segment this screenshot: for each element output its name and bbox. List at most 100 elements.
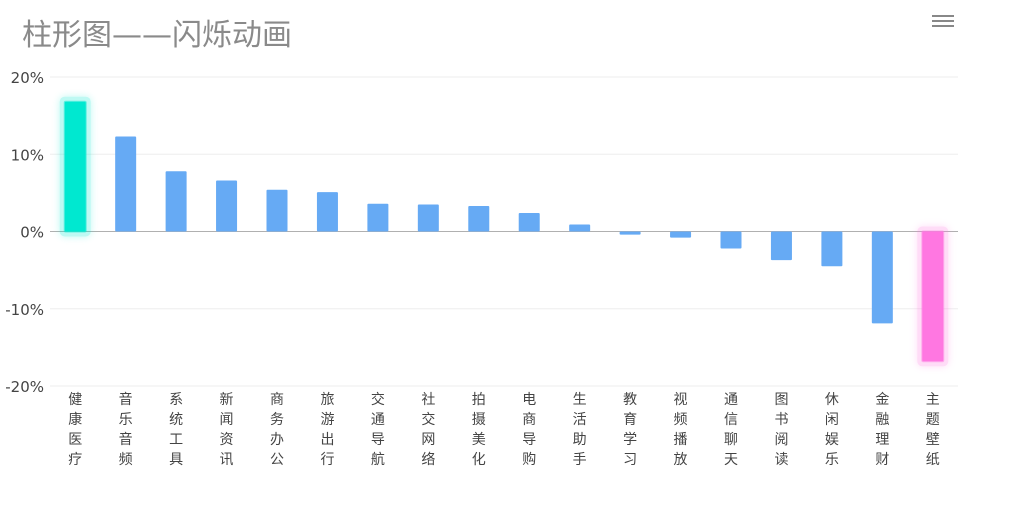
- x-tick-label-char: 务: [270, 412, 284, 428]
- x-tick-label-char: 络: [421, 452, 435, 468]
- menu-line: [932, 15, 954, 17]
- x-tick-label-char: 美: [472, 432, 486, 448]
- x-tick-label-char: 拍: [472, 392, 486, 408]
- x-tick-label-char: 统: [169, 412, 183, 428]
- x-tick-label-char: 交: [371, 391, 385, 408]
- x-tick-label-char: 讯: [220, 452, 234, 468]
- x-tick-label-char: 办: [270, 432, 284, 448]
- x-tick-label-char: 网: [421, 432, 435, 448]
- x-tick-label-char: 行: [320, 452, 334, 468]
- x-tick-label-char: 社: [421, 392, 435, 408]
- y-tick-label: 0%: [20, 224, 44, 242]
- x-tick-label-char: 游: [320, 412, 334, 428]
- y-tick-label: -10%: [5, 301, 44, 319]
- x-tick-label-char: 书: [774, 412, 788, 428]
- x-tick-label-char: 天: [724, 452, 738, 468]
- bar[interactable]: [619, 231, 641, 235]
- x-tick-label-char: 助: [573, 432, 587, 448]
- bar[interactable]: [316, 192, 338, 232]
- x-tick-label-char: 资: [220, 432, 234, 448]
- y-tick-label: 10%: [11, 146, 44, 164]
- bar[interactable]: [921, 230, 945, 363]
- x-tick-label-char: 系: [169, 392, 183, 408]
- bar[interactable]: [518, 212, 540, 232]
- x-tick-label-char: 主: [926, 392, 940, 408]
- x-tick-label-char: 教: [623, 392, 637, 408]
- x-tick-label-char: 具: [169, 452, 183, 468]
- x-tick-label-char: 商: [270, 392, 284, 408]
- x-tick-label-char: 导: [371, 432, 385, 448]
- x-tick-label-char: 习: [623, 452, 637, 468]
- x-tick-label-char: 生: [573, 392, 587, 408]
- x-tick-label-char: 购: [522, 452, 536, 468]
- x-tick-label-char: 乐: [119, 412, 133, 428]
- x-tick-label-char: 活: [573, 412, 587, 428]
- x-tick-label-char: 聊: [724, 432, 738, 448]
- x-tick-label-char: 医: [68, 432, 82, 448]
- x-tick-label-char: 放: [674, 452, 688, 468]
- bar[interactable]: [569, 224, 591, 232]
- x-tick-label-char: 通: [724, 392, 738, 408]
- x-tick-label-char: 视: [674, 392, 688, 408]
- x-tick-label-char: 航: [371, 452, 385, 468]
- x-tick-label-char: 新: [220, 392, 234, 408]
- bar[interactable]: [367, 203, 389, 232]
- x-tick-label-char: 休: [825, 392, 839, 408]
- x-tick-label-char: 频: [119, 452, 133, 468]
- chart-title: 柱形图——闪烁动画: [22, 18, 292, 53]
- y-tick-label: 20%: [11, 69, 44, 87]
- x-tick-label-char: 融: [875, 412, 889, 428]
- x-tick-label-char: 电: [522, 392, 536, 408]
- x-tick-label-char: 工: [169, 432, 183, 448]
- bar[interactable]: [417, 204, 439, 232]
- labels-layer: 20%10%0%-10%-20%健康医疗音乐音频系统工具新闻资讯商务办公旅游出行…: [5, 69, 940, 468]
- x-tick-label-char: 疗: [68, 452, 82, 468]
- x-tick-label-char: 闲: [825, 412, 839, 428]
- x-tick-label-char: 壁: [926, 432, 940, 448]
- x-tick-label-char: 频: [674, 412, 688, 428]
- x-tick-label-char: 出: [320, 432, 334, 448]
- bar[interactable]: [63, 100, 87, 233]
- menu-line: [932, 20, 954, 22]
- x-tick-label-char: 学: [623, 432, 637, 448]
- x-tick-label-char: 金: [875, 392, 889, 408]
- bar[interactable]: [266, 189, 288, 232]
- x-tick-label-char: 音: [119, 391, 133, 408]
- x-tick-label-char: 通: [371, 412, 385, 428]
- x-tick-label-char: 健: [68, 392, 82, 408]
- x-tick-label-char: 育: [623, 412, 637, 428]
- x-tick-label-char: 纸: [926, 452, 940, 468]
- bar[interactable]: [871, 231, 893, 324]
- x-tick-label-char: 题: [926, 412, 940, 428]
- bar[interactable]: [720, 231, 742, 249]
- x-tick-label-char: 旅: [320, 392, 334, 408]
- bar[interactable]: [468, 206, 490, 232]
- bar[interactable]: [115, 136, 137, 232]
- bars-layer: [59, 96, 949, 367]
- bar[interactable]: [670, 231, 692, 238]
- grid-layer: [50, 76, 958, 387]
- x-tick-label-char: 摄: [472, 412, 486, 428]
- x-tick-label-char: 播: [674, 432, 688, 448]
- x-tick-label-char: 化: [472, 452, 486, 468]
- x-tick-label-char: 图: [774, 392, 788, 408]
- x-tick-label-char: 交: [421, 411, 435, 428]
- bar[interactable]: [216, 180, 238, 232]
- x-tick-label-char: 商: [522, 412, 536, 428]
- bar[interactable]: [821, 231, 843, 267]
- hamburger-menu-icon[interactable]: [932, 12, 954, 30]
- bar[interactable]: [770, 231, 792, 261]
- x-tick-label-char: 读: [774, 451, 788, 468]
- x-tick-label-char: 公: [270, 452, 284, 468]
- x-tick-label-char: 音: [119, 431, 133, 448]
- x-tick-label-char: 理: [875, 432, 889, 448]
- x-tick-label-char: 娱: [825, 432, 839, 448]
- x-tick-label-char: 乐: [825, 452, 839, 468]
- x-tick-label-char: 阅: [774, 432, 788, 448]
- x-tick-label-char: 康: [68, 411, 82, 428]
- bar[interactable]: [165, 171, 187, 232]
- x-tick-label-char: 财: [875, 452, 889, 468]
- x-tick-label-char: 手: [573, 452, 587, 468]
- y-tick-label: -20%: [5, 378, 44, 396]
